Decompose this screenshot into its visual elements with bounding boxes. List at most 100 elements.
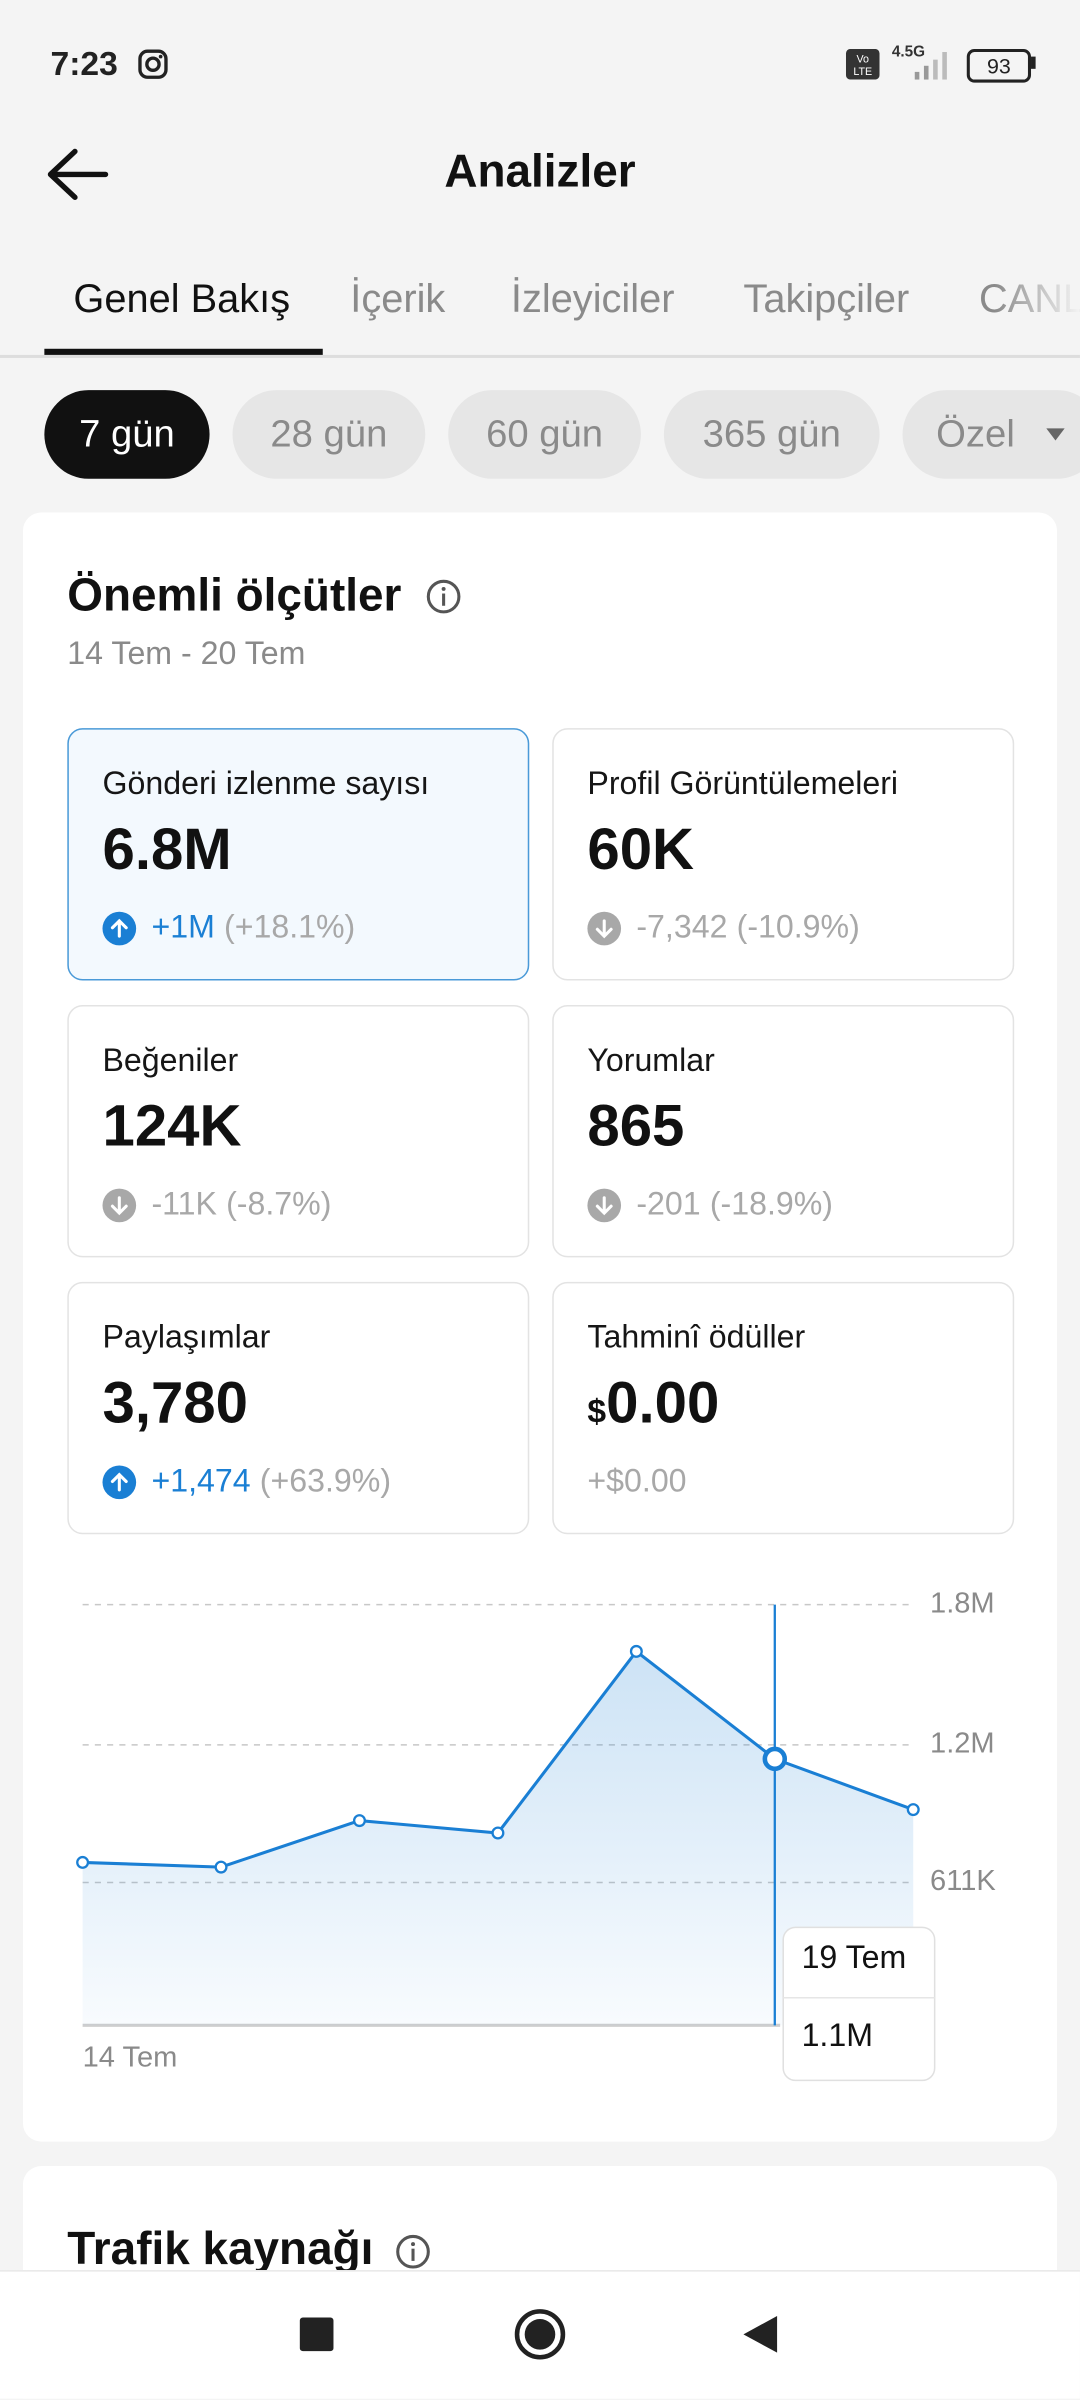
metric-number: 3,780 <box>102 1372 248 1437</box>
period-chip[interactable]: 365 gün <box>663 390 880 479</box>
period-chip[interactable]: 7 gün <box>44 390 210 479</box>
tab-fade <box>994 244 1080 352</box>
metric-label: Tahminî ödüller <box>587 1320 806 1356</box>
battery-tip <box>1031 56 1036 69</box>
trend-icon <box>102 1465 137 1500</box>
period-chip[interactable]: 60 gün <box>448 390 641 479</box>
date-range: 14 Tem - 20 Tem <box>67 636 306 672</box>
tab[interactable]: İzleyiciler <box>510 275 675 322</box>
line-chart: 611K 1.2M 1.8M 14 Tem 19 Tem 1.1M <box>76 1587 996 2082</box>
header-title: Analizler <box>444 146 636 198</box>
y-tick-label: 1.8M <box>930 1587 995 1619</box>
metric-card[interactable]: Paylaşımlar 3,780 +1,474 (+63.9%) <box>67 1281 530 1535</box>
metric-number: 60K <box>587 818 695 883</box>
tooltip-x: 19 Tem <box>802 1939 907 1975</box>
instagram-icon <box>138 49 168 79</box>
tooltip-box <box>782 1926 936 2082</box>
trend-arrow <box>110 1196 128 1216</box>
metric-change: -11K (-8.7%) <box>102 1187 331 1224</box>
period-label: 60 gün <box>486 412 604 456</box>
dropdown-arrow <box>1046 428 1066 441</box>
y-tick-label: 1.2M <box>930 1728 995 1760</box>
back-button[interactable] <box>44 147 111 202</box>
metric-currency: $ <box>587 1392 607 1431</box>
status-time: 7:23 <box>50 44 118 83</box>
metric-value: $0.00 <box>587 1372 719 1438</box>
tab-divider <box>0 354 1080 358</box>
svg-text:LTE: LTE <box>853 66 872 78</box>
point <box>491 1826 505 1840</box>
metric-value: 3,780 <box>102 1372 247 1438</box>
trend-arrow <box>595 919 613 939</box>
metric-number: 865 <box>587 1095 685 1160</box>
battery: 93 <box>966 48 1032 83</box>
trend-icon <box>102 1188 137 1223</box>
metric-card[interactable]: Profil Görüntülemeleri 60K -7,342 (-10.9%) <box>552 728 1015 981</box>
metric-label: Paylaşımlar <box>102 1320 271 1356</box>
change-value: +1M <box>151 910 215 946</box>
point <box>906 1803 920 1817</box>
tab[interactable]: İçerik <box>350 275 446 322</box>
y-tick-label: 611K <box>930 1865 996 1897</box>
signal-icon <box>914 52 947 80</box>
metric-card[interactable]: Gönderi izlenme sayısı 6.8M +1M (+18.1%) <box>67 728 530 981</box>
period-chip[interactable]: Özel <box>902 390 1080 479</box>
metric-number: 6.8M <box>102 818 232 883</box>
metric-change: +1M (+18.1%) <box>102 910 355 947</box>
info-icon[interactable] <box>425 578 462 615</box>
metric-change: -201 (-18.9%) <box>587 1187 833 1224</box>
trend-icon <box>102 911 137 946</box>
section-title: Önemli ölçütler <box>67 570 402 622</box>
metric-value: 60K <box>587 818 694 884</box>
traffic-title: Trafik kaynağı <box>67 2224 374 2275</box>
trend-arrow <box>110 1472 128 1492</box>
metric-card[interactable]: Beğeniler 124K -11K (-8.7%) <box>67 1005 530 1258</box>
period-label: 365 gün <box>702 412 841 456</box>
metric-value: 6.8M <box>102 818 231 884</box>
metric-card[interactable]: Tahminî ödüller $0.00 +$0.00 <box>552 1281 1015 1535</box>
home-button[interactable] <box>514 2308 566 2360</box>
point <box>762 1746 788 1772</box>
change-percent: (-8.7%) <box>226 1187 332 1223</box>
tab[interactable]: Genel Bakış <box>73 275 291 322</box>
change-value: -7,342 <box>636 910 728 946</box>
trend-arrow <box>110 918 128 938</box>
svg-text:Vo: Vo <box>857 54 870 66</box>
tab-indicator <box>44 348 323 355</box>
recent-button[interactable] <box>298 2316 335 2353</box>
metric-change: +1,474 (+63.9%) <box>102 1464 391 1501</box>
back-nav-button[interactable] <box>740 2313 780 2356</box>
trend-arrow <box>595 1196 613 1216</box>
info-icon[interactable] <box>395 2233 432 2270</box>
change-percent: (-18.9%) <box>709 1187 834 1223</box>
x-tick-label: 14 Tem <box>83 2042 178 2074</box>
metric-value: 124K <box>102 1095 241 1161</box>
point <box>76 1855 90 1869</box>
metric-number: 124K <box>102 1095 242 1160</box>
metric-change: +$0.00 <box>587 1464 686 1501</box>
change-percent: (-10.9%) <box>736 910 860 946</box>
metric-card[interactable]: Yorumlar 865 -201 (-18.9%) <box>552 1005 1015 1258</box>
trend-icon <box>587 911 622 946</box>
metric-number: 0.00 <box>606 1372 720 1437</box>
tab[interactable]: Takipçiler <box>743 275 910 322</box>
period-chip[interactable]: 28 gün <box>232 390 426 479</box>
metric-label: Beğeniler <box>102 1043 239 1079</box>
tab-bar: Genel BakışİçerikİzleyicilerTakipçilerCA… <box>0 0 1080 358</box>
change-percent: (+63.9%) <box>259 1463 392 1500</box>
metric-label: Gönderi izlenme sayısı <box>102 766 430 802</box>
change-value: -201 <box>636 1187 701 1223</box>
period-label: Özel <box>936 412 1015 456</box>
network-type: 4.5G <box>891 44 925 62</box>
change-value: +$0.00 <box>587 1463 687 1500</box>
period-label: 7 gün <box>79 412 175 456</box>
metric-value: 865 <box>587 1095 684 1161</box>
point <box>352 1814 366 1828</box>
metric-label: Profil Görüntülemeleri <box>587 766 899 802</box>
point <box>629 1644 643 1658</box>
trend-icon <box>587 1188 622 1223</box>
metric-change: -7,342 (-10.9%) <box>587 910 860 947</box>
